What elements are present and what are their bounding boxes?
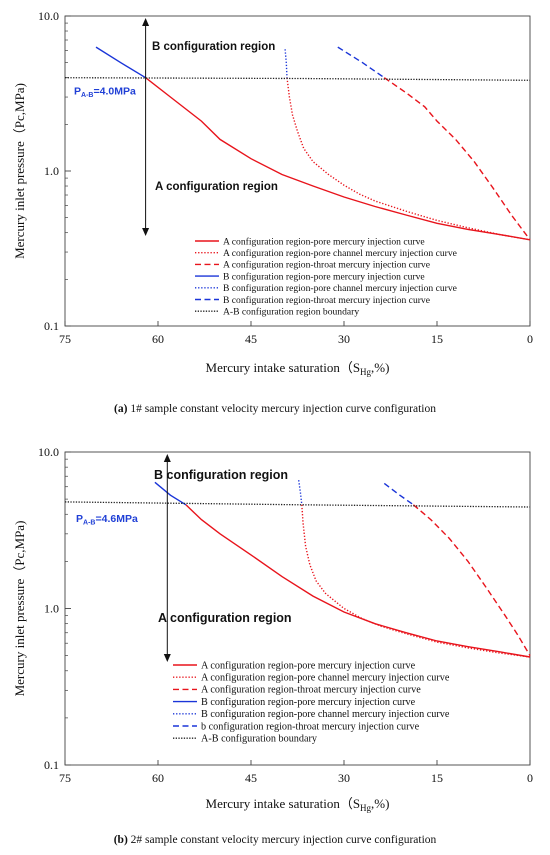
region-arrow-head-down — [163, 654, 171, 662]
y-tick-label: 10.0 — [38, 445, 59, 459]
legend-label-5: B configuration region-throat mercury in… — [223, 295, 430, 306]
boundary-pressure-label: PA-B=4.6MPa — [76, 513, 138, 527]
series-line-5 — [337, 46, 385, 79]
x-axis-label-text: Mercury intake saturation（S — [206, 796, 361, 811]
chart-a: 10.0 1.0 0.175 60 45 30 15 0 Mercury intake satu… — [12, 9, 533, 377]
region-label-b: B configuration region — [152, 41, 275, 53]
region-label-a: A configuration region — [155, 181, 278, 193]
y-tick-label: 10.0 — [38, 9, 59, 23]
series-line-6 — [64, 501, 531, 508]
caption-a: (a) 1# sample constant velocity mercury … — [0, 403, 550, 415]
x-axis-label-suffix: ,%) — [371, 796, 389, 811]
y-tick-label: 1.0 — [44, 164, 59, 178]
legend-label-1: A configuration region-pore channel merc… — [223, 248, 457, 259]
legend-label-0: A configuration region-pore mercury inje… — [201, 660, 416, 671]
y-tick-label: 0.1 — [44, 758, 59, 772]
y-axis-label: Mercury inlet pressure（Pc,MPa) — [12, 83, 27, 259]
region-arrow-head-down — [142, 228, 150, 236]
x-axis-label: Mercury intake saturation（SHg,%) — [206, 360, 390, 377]
x-tick-label: 45 — [245, 332, 257, 346]
legend-label-2: A configuration region-throat mercury in… — [201, 685, 421, 696]
legend-label-5: b configuration region-throat mercury in… — [201, 721, 420, 732]
series-line-3 — [154, 481, 187, 506]
x-axis-label-text: Mercury intake saturation（S — [206, 360, 361, 375]
chart-b: 10.0 1.0 0.175 60 45 30 15 0 Mercury intake satu… — [12, 445, 533, 813]
caption-b-text: 2# sample constant velocity mercury inje… — [127, 834, 437, 846]
boundary-pressure-prefix: P — [76, 513, 83, 525]
series-line-4 — [298, 480, 303, 505]
series-line-4 — [284, 49, 288, 78]
region-arrow-head-up — [142, 18, 150, 26]
legend-label-0: A configuration region-pore mercury inje… — [223, 236, 425, 247]
y-tick-label: 0.1 — [44, 319, 59, 333]
caption-a-text: 1# sample constant velocity mercury inje… — [127, 403, 436, 415]
boundary-pressure-prefix: P — [74, 86, 81, 98]
x-axis-label: Mercury intake saturation（SHg,%) — [206, 796, 390, 813]
y-axis-label: Mercury inlet pressure（Pc,MPa) — [12, 521, 27, 697]
legend-label-6: A-B configuration boundary — [201, 734, 318, 745]
x-tick-label: 0 — [527, 771, 533, 785]
x-axis-label-subscript: Hg — [360, 803, 371, 813]
legend-label-1: A configuration region-pore channel merc… — [201, 673, 450, 684]
boundary-pressure-subscript: A-B — [81, 92, 93, 99]
legend-label-3: B configuration region-pore mercury inje… — [201, 697, 416, 708]
x-axis-label-subscript: Hg — [360, 367, 371, 377]
boundary-pressure-value: =4.6MPa — [95, 513, 137, 525]
boundary-pressure-subscript: A-B — [83, 519, 95, 526]
caption-b-tag: (b) — [113, 834, 128, 846]
caption-a-tag: (a) — [114, 403, 128, 415]
series-line-6 — [64, 77, 531, 81]
x-tick-label: 30 — [338, 332, 350, 346]
legend-label-6: A-B configuration region boundary — [223, 307, 359, 318]
legend-label-4: B configuration region-pore channel merc… — [201, 709, 450, 720]
series-line-2 — [383, 77, 531, 241]
y-tick-label: 1.0 — [44, 602, 59, 616]
series-line-2 — [412, 504, 531, 656]
region-label-a: A configuration region — [158, 611, 292, 625]
x-tick-label: 75 — [59, 332, 71, 346]
x-tick-label: 60 — [152, 332, 164, 346]
boundary-pressure-label: PA-B=4.0MPa — [74, 86, 136, 100]
series-line-0 — [145, 77, 531, 241]
x-tick-label: 60 — [152, 771, 164, 785]
region-label-b: B configuration region — [154, 468, 288, 482]
legend-label-2: A configuration region-throat mercury in… — [223, 260, 430, 271]
x-tick-label: 15 — [431, 332, 443, 346]
series-line-1 — [301, 504, 531, 658]
series-line-0 — [185, 504, 531, 658]
x-tick-label: 45 — [245, 771, 257, 785]
x-tick-label: 15 — [431, 771, 443, 785]
legend-label-3: B configuration region-pore mercury inje… — [223, 271, 425, 282]
boundary-pressure-value: =4.0MPa — [93, 86, 135, 98]
x-tick-label: 30 — [338, 771, 350, 785]
x-axis-label-suffix: ,%) — [371, 360, 389, 375]
series-line-5 — [383, 482, 414, 506]
x-tick-label: 75 — [59, 771, 71, 785]
caption-b: (b) 2# sample constant velocity mercury … — [0, 834, 550, 846]
series-line-1 — [286, 77, 531, 241]
series-line-3 — [95, 46, 146, 79]
region-arrow-head-up — [163, 454, 171, 462]
legend-label-4: B configuration region-pore channel merc… — [223, 283, 457, 294]
x-tick-label: 0 — [527, 332, 533, 346]
